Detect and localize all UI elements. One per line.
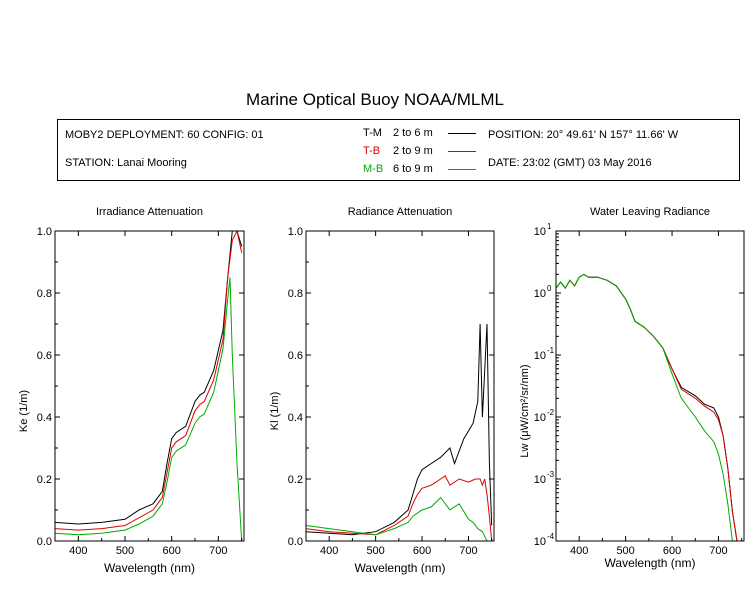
x-axis-label: Wavelength (nm) <box>355 561 446 575</box>
legend-range-m-b: 6 to 9 m <box>393 163 433 175</box>
y-tick-exponent: -1 <box>547 346 555 355</box>
legend-range-t-m: 2 to 6 m <box>393 127 433 139</box>
y-tick-label: 0.4 <box>288 412 303 424</box>
legend-line-t-b <box>448 151 476 152</box>
y-tick-label: 1.0 <box>37 226 52 238</box>
y-tick-label: 10 <box>534 226 546 238</box>
x-tick-label: 500 <box>366 545 384 557</box>
info-box: MOBY2 DEPLOYMENT: 60 CONFIG: 01 STATION:… <box>57 119 740 181</box>
series-line-t-b <box>55 231 243 531</box>
chart-1: Irradiance Attenuation 400 500 600 700 0.0 0.2… <box>18 206 245 575</box>
x-tick-label: 500 <box>116 545 134 557</box>
position-label: POSITION: 20° 49.61' N 157° 11.66' W <box>488 129 679 141</box>
x-tick-label: 700 <box>709 545 727 557</box>
x-tick-label: 400 <box>320 545 338 557</box>
legend-line-m-b <box>448 169 476 170</box>
legend-code-t-b: T-B <box>363 145 381 157</box>
series-line-t-b <box>306 475 493 541</box>
y-tick-label: 10 <box>534 536 546 548</box>
y-axis-label: Lw (μW/cm²/sr/nm) <box>519 364 531 457</box>
plot-frame <box>54 230 245 542</box>
x-tick-label: 700 <box>209 545 227 557</box>
page-title: Marine Optical Buoy NOAA/MLML <box>246 90 504 109</box>
legend-code-m-b: M-B <box>363 163 384 175</box>
station-label: STATION: Lanai Mooring <box>65 157 187 169</box>
series-group <box>556 273 738 541</box>
y-tick-label: 10 <box>534 474 546 486</box>
series-line-t-b <box>556 273 738 541</box>
y-tick-label: 1.0 <box>288 226 303 238</box>
y-tick-label: 0.4 <box>37 412 52 424</box>
chart-title: Water Leaving Radiance <box>590 206 710 218</box>
deployment-label: MOBY2 DEPLOYMENT: 60 CONFIG: 01 <box>65 129 264 141</box>
y-tick-exponent: -3 <box>547 470 555 479</box>
x-tick-label: 400 <box>570 545 588 557</box>
y-axis-label: Kl (1/m) <box>269 392 281 431</box>
chart-title: Radiance Attenuation <box>348 206 453 218</box>
series-line-t-m <box>306 323 493 536</box>
y-tick-label: 10 <box>534 412 546 424</box>
y-axis-label: Ke (1/m) <box>18 390 30 432</box>
x-tick-label: 400 <box>69 545 87 557</box>
y-tick-label: 0.0 <box>288 536 303 548</box>
y-tick-exponent: 1 <box>547 222 552 231</box>
legend-code-t-m: T-M <box>363 127 382 139</box>
series-group <box>306 323 493 541</box>
y-tick-label: 0.6 <box>288 350 303 362</box>
series-line-m-b <box>55 277 243 541</box>
y-tick-exponent: -2 <box>547 408 555 417</box>
series-line-m-b <box>306 496 492 541</box>
chart-title: Irradiance Attenuation <box>96 206 203 218</box>
x-tick-label: 600 <box>162 545 180 557</box>
date-label: DATE: 23:02 (GMT) 03 May 2016 <box>488 157 652 169</box>
series-line-t-m <box>556 273 738 541</box>
legend-line-t-m <box>448 133 476 134</box>
series-line-t-m <box>55 231 243 525</box>
y-tick-label: 0.0 <box>37 536 52 548</box>
x-tick-label: 500 <box>616 545 634 557</box>
series-line-m-b <box>556 273 733 541</box>
x-axis-label: Wavelength (nm) <box>605 556 696 570</box>
y-tick-label: 0.8 <box>288 288 303 300</box>
x-tick-label: 700 <box>459 545 477 557</box>
y-tick-label: 0.8 <box>37 288 52 300</box>
y-tick-label: 10 <box>534 288 546 300</box>
chart-2: Radiance Attenuation 400 500 600 700 0.0 0.2 0.… <box>269 206 495 575</box>
y-tick-label: 0.2 <box>288 474 303 486</box>
plot-frame <box>555 230 745 542</box>
x-tick-label: 600 <box>663 545 681 557</box>
x-tick-label: 600 <box>413 545 431 557</box>
y-tick-label: 0.2 <box>37 474 52 486</box>
y-tick-exponent: 0 <box>547 284 552 293</box>
series-group <box>55 231 243 541</box>
y-tick-label: 10 <box>534 350 546 362</box>
plot-frame <box>305 230 495 542</box>
y-tick-label: 0.6 <box>37 350 52 362</box>
x-axis-label: Wavelength (nm) <box>104 561 195 575</box>
legend-range-t-b: 2 to 9 m <box>393 145 433 157</box>
y-tick-exponent: -4 <box>547 532 555 541</box>
